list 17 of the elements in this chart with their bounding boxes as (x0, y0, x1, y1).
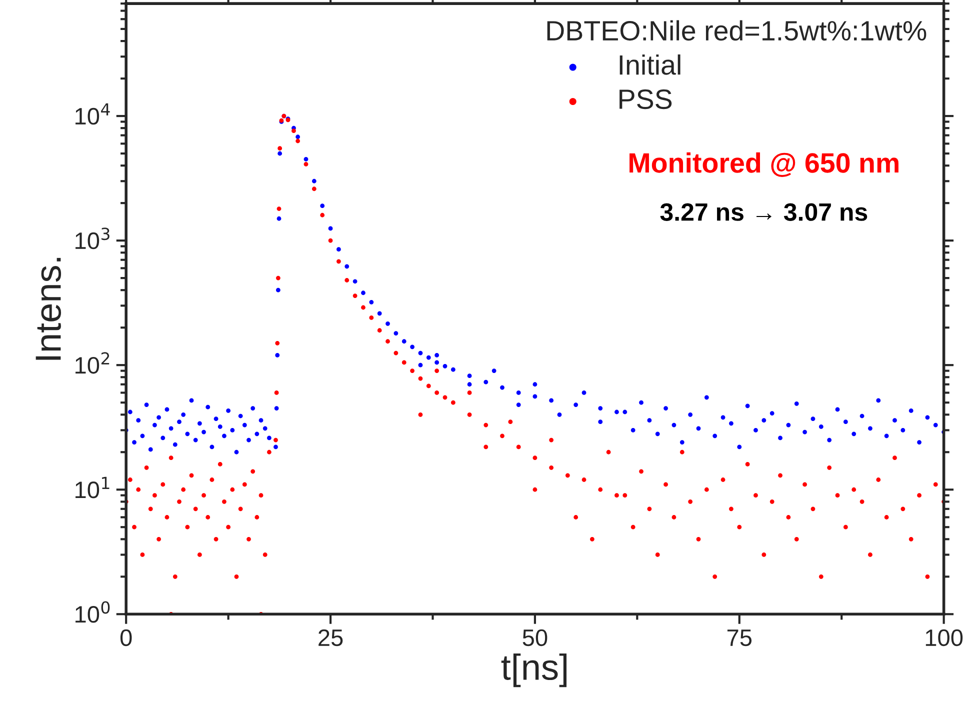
x-tick-label: 25 (318, 629, 343, 646)
x-tick-label: 0 (120, 629, 132, 646)
y-axis-title: Intens. (36, 258, 62, 360)
y-tick-label: 10$^{1}$ (76, 476, 110, 498)
legend-label: PSS (620, 89, 672, 110)
y-tick-label: 10$^{2}$ (76, 352, 110, 374)
y-tick-label: 10$^{0}$ (76, 601, 110, 623)
annotation: Monitored @ 650 nm (630, 152, 898, 177)
legend-label: Initial (620, 54, 680, 75)
x-axis-title: t[ns] (501, 654, 566, 688)
y-tick-label: 10$^{3}$ (76, 228, 110, 250)
y-tick-label: 10$^{4}$ (76, 103, 110, 125)
legend-title: DBTEO:Nile red=1.5wt%:1wt% (547, 20, 926, 41)
x-tick-label: 50 (522, 629, 548, 646)
annotation: 3.27 ns → 3.07 ns (660, 203, 868, 221)
x-tick-label: 100 (926, 629, 963, 646)
x-tick-label: 75 (727, 630, 752, 646)
